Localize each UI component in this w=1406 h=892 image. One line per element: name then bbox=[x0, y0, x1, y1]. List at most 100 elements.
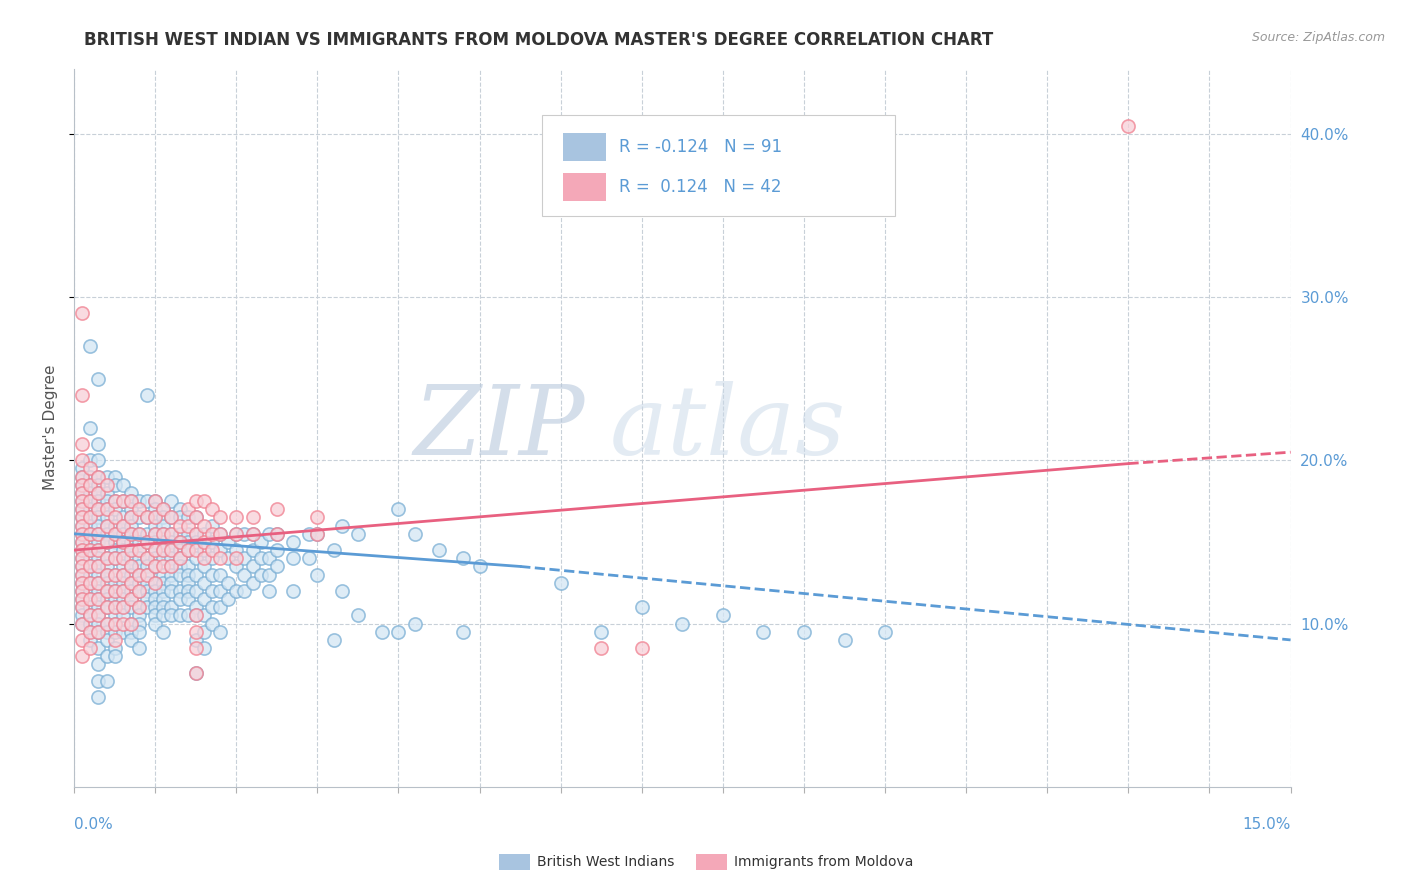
Point bbox=[128, 600, 150, 615]
Point bbox=[143, 551, 166, 566]
Point bbox=[143, 518, 166, 533]
Point bbox=[453, 624, 475, 639]
Point bbox=[152, 543, 174, 558]
Point bbox=[169, 567, 191, 582]
Text: British West Indians: British West Indians bbox=[537, 855, 675, 869]
Point bbox=[70, 600, 93, 615]
Point bbox=[184, 543, 207, 558]
Point bbox=[70, 551, 93, 566]
Point bbox=[160, 600, 183, 615]
Point bbox=[120, 567, 142, 582]
Point bbox=[136, 494, 159, 508]
Point bbox=[752, 624, 775, 639]
Point bbox=[79, 559, 101, 574]
Point bbox=[79, 600, 101, 615]
Point bbox=[671, 616, 693, 631]
Point bbox=[209, 551, 232, 566]
Point bbox=[70, 616, 93, 631]
Point bbox=[128, 526, 150, 541]
Point bbox=[104, 494, 127, 508]
Point bbox=[266, 543, 288, 558]
Point bbox=[70, 437, 93, 451]
Point bbox=[184, 665, 207, 680]
Point bbox=[176, 608, 198, 623]
Point bbox=[169, 510, 191, 524]
Point bbox=[70, 453, 93, 467]
Point bbox=[104, 600, 127, 615]
Point bbox=[79, 583, 101, 598]
Point bbox=[87, 494, 110, 508]
Point bbox=[111, 551, 134, 566]
Point bbox=[79, 551, 101, 566]
Point bbox=[242, 559, 264, 574]
Point bbox=[87, 518, 110, 533]
Point bbox=[70, 494, 93, 508]
Point bbox=[79, 535, 101, 549]
Point bbox=[307, 526, 329, 541]
Point bbox=[96, 518, 118, 533]
Point bbox=[225, 510, 247, 524]
Point bbox=[120, 616, 142, 631]
Point bbox=[111, 551, 134, 566]
Point bbox=[96, 600, 118, 615]
Point bbox=[70, 543, 93, 558]
Point bbox=[550, 575, 572, 590]
Point bbox=[120, 600, 142, 615]
Point bbox=[184, 551, 207, 566]
Point bbox=[70, 583, 93, 598]
Y-axis label: Master's Degree: Master's Degree bbox=[44, 365, 58, 491]
Point bbox=[79, 567, 101, 582]
Point bbox=[111, 526, 134, 541]
Point bbox=[169, 543, 191, 558]
Point bbox=[176, 559, 198, 574]
Point bbox=[87, 583, 110, 598]
Point bbox=[120, 624, 142, 639]
Point bbox=[193, 535, 215, 549]
Point bbox=[160, 543, 183, 558]
Point bbox=[70, 592, 93, 607]
Point bbox=[193, 592, 215, 607]
Point bbox=[266, 502, 288, 516]
Point bbox=[87, 575, 110, 590]
Point bbox=[87, 592, 110, 607]
Point bbox=[104, 649, 127, 664]
Point bbox=[201, 600, 224, 615]
Point bbox=[143, 510, 166, 524]
Text: atlas: atlas bbox=[609, 381, 845, 475]
Point bbox=[128, 641, 150, 656]
Point bbox=[322, 632, 344, 647]
Point bbox=[79, 469, 101, 483]
Point bbox=[169, 535, 191, 549]
Point bbox=[104, 567, 127, 582]
Point bbox=[193, 608, 215, 623]
Point bbox=[96, 583, 118, 598]
Point bbox=[591, 624, 613, 639]
Point bbox=[96, 632, 118, 647]
Point bbox=[136, 575, 159, 590]
Point bbox=[104, 583, 127, 598]
Point bbox=[169, 535, 191, 549]
Point bbox=[96, 624, 118, 639]
Point bbox=[193, 543, 215, 558]
Point bbox=[79, 608, 101, 623]
Point bbox=[120, 543, 142, 558]
Point bbox=[70, 478, 93, 492]
Point bbox=[143, 535, 166, 549]
FancyBboxPatch shape bbox=[543, 115, 896, 216]
Point bbox=[169, 518, 191, 533]
Point bbox=[143, 575, 166, 590]
Point bbox=[128, 543, 150, 558]
Point bbox=[96, 526, 118, 541]
Point bbox=[128, 559, 150, 574]
Point bbox=[111, 535, 134, 549]
Point bbox=[217, 575, 239, 590]
Point bbox=[111, 567, 134, 582]
Point bbox=[96, 551, 118, 566]
Point bbox=[330, 518, 353, 533]
Point bbox=[120, 616, 142, 631]
Point bbox=[111, 600, 134, 615]
Point bbox=[87, 543, 110, 558]
Point bbox=[143, 526, 166, 541]
Point bbox=[184, 632, 207, 647]
Point bbox=[104, 535, 127, 549]
